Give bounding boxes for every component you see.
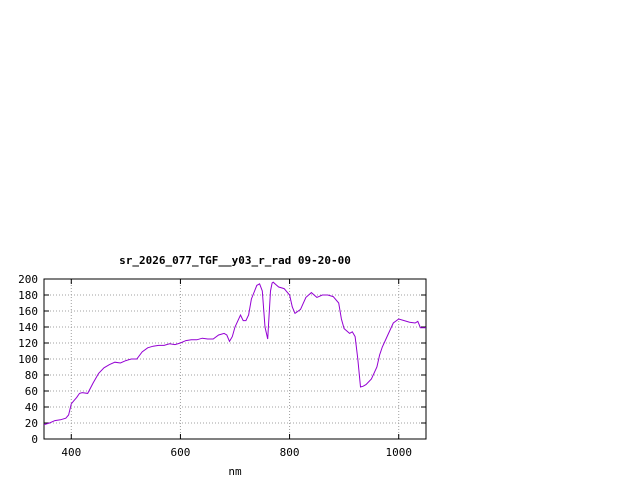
y-tick-label: 200 — [18, 273, 38, 286]
y-tick-label: 60 — [25, 385, 38, 398]
y-tick-label: 180 — [18, 289, 38, 302]
chart-title: sr_2026_077_TGF__y03_r_rad 09-20-00 — [119, 254, 351, 267]
y-tick-label: 140 — [18, 321, 38, 334]
x-tick-label: 400 — [61, 446, 81, 459]
x-tick-label: 800 — [280, 446, 300, 459]
y-tick-label: 100 — [18, 353, 38, 366]
y-tick-label: 40 — [25, 401, 38, 414]
y-tick-label: 0 — [31, 433, 38, 446]
y-tick-label: 120 — [18, 337, 38, 350]
y-tick-label: 80 — [25, 369, 38, 382]
x-axis-label: nm — [228, 465, 242, 478]
x-tick-label: 1000 — [385, 446, 412, 459]
x-axis: 400 600 800 1000 — [61, 279, 412, 459]
series-line — [43, 281, 426, 426]
x-tick-label: 600 — [170, 446, 190, 459]
y-axis: 0 20 40 60 80 100 120 140 160 180 200 — [18, 273, 426, 446]
y-tick-label: 160 — [18, 305, 38, 318]
grid-lines — [44, 279, 426, 439]
y-tick-label: 20 — [25, 417, 38, 430]
